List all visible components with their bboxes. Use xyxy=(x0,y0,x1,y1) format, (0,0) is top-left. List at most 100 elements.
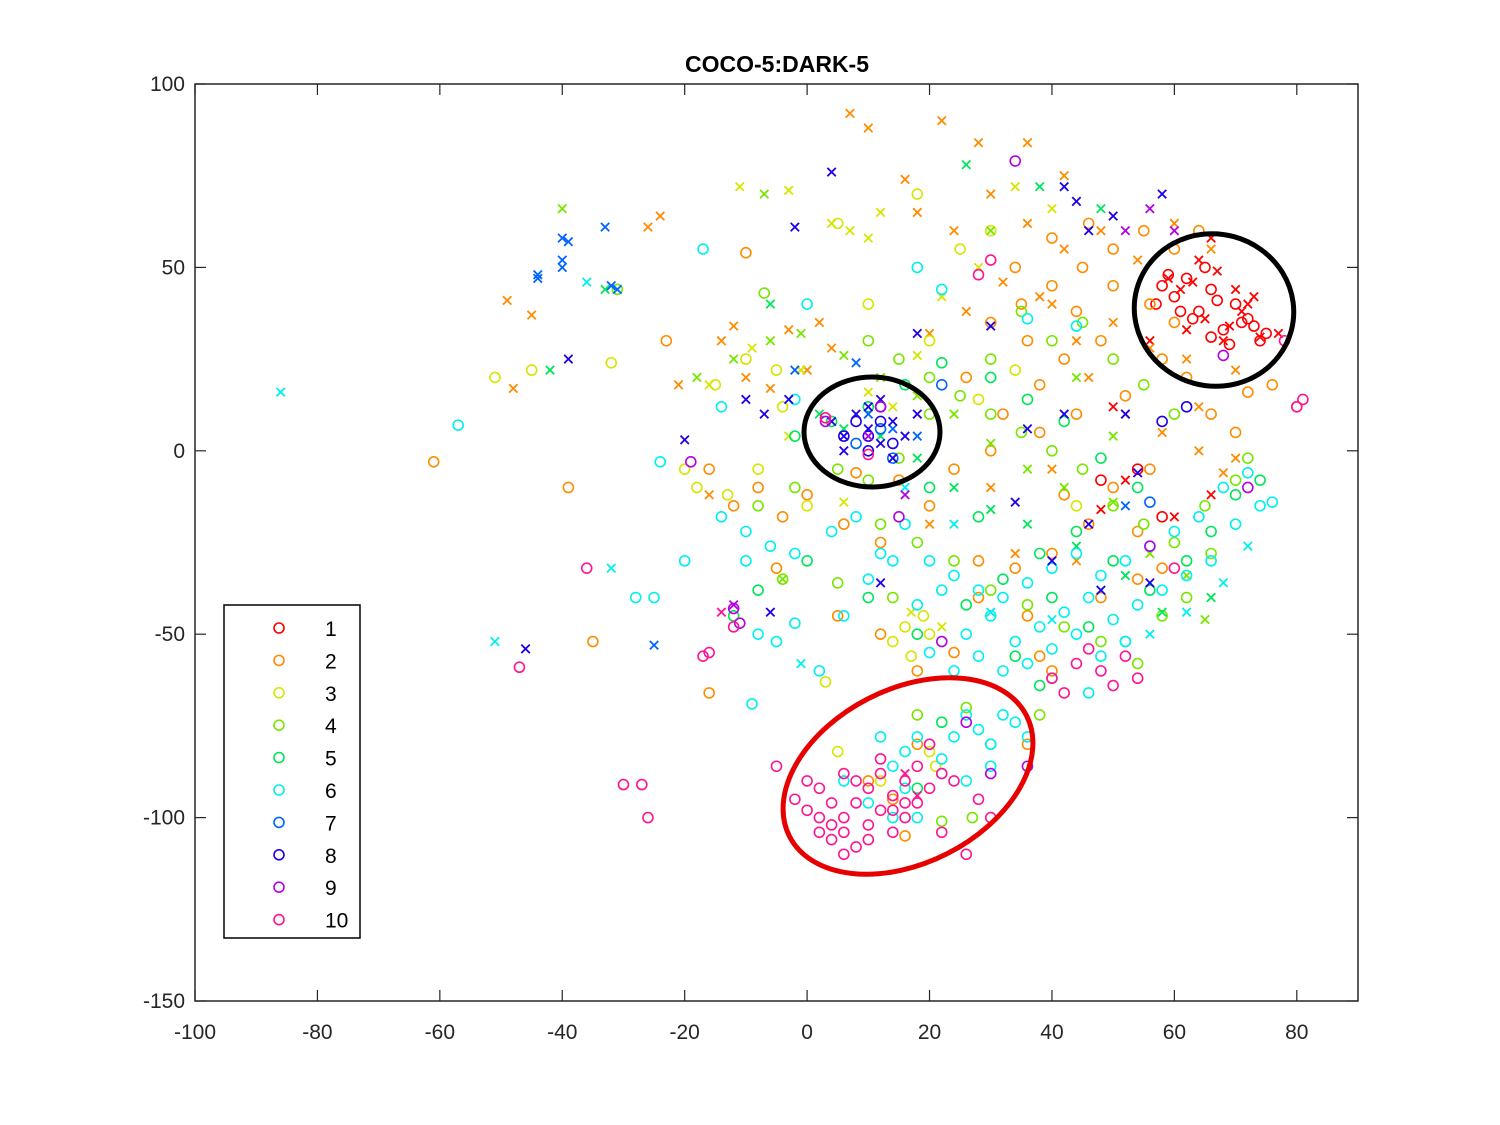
point-circle xyxy=(1144,496,1156,508)
point-circle xyxy=(740,246,752,259)
point-cross xyxy=(1175,284,1186,295)
point-circle xyxy=(935,356,948,369)
point-cross xyxy=(1132,467,1143,478)
point-circle xyxy=(715,511,728,523)
point-circle xyxy=(697,243,709,255)
point-cross xyxy=(1163,273,1174,284)
point-circle xyxy=(1144,584,1156,596)
point-circle xyxy=(764,540,777,552)
point-circle xyxy=(1217,349,1230,362)
point-circle xyxy=(935,378,948,391)
point-cross xyxy=(1218,467,1229,478)
point-circle xyxy=(923,738,936,751)
point-circle xyxy=(862,775,875,787)
legend-marker xyxy=(273,751,285,764)
point-cross xyxy=(1200,614,1210,625)
point-circle xyxy=(776,573,789,585)
point-circle xyxy=(740,353,752,365)
point-circle xyxy=(862,430,875,442)
point-cross xyxy=(1010,497,1021,507)
point-cross xyxy=(1206,592,1216,603)
point-circle xyxy=(727,621,740,633)
point-circle xyxy=(1119,389,1132,402)
point-circle xyxy=(1076,316,1089,329)
point-circle xyxy=(789,481,801,494)
point-cross xyxy=(1108,401,1118,412)
legend-marker xyxy=(273,913,285,926)
point-circle xyxy=(984,371,997,384)
point-cross xyxy=(783,324,794,335)
point-circle xyxy=(923,371,936,384)
point-cross xyxy=(490,636,500,647)
point-circle xyxy=(935,815,948,828)
legend-marker xyxy=(273,784,285,796)
point-cross xyxy=(777,574,788,585)
point-circle xyxy=(984,408,997,420)
point-cross xyxy=(557,255,568,265)
point-cross xyxy=(796,328,806,339)
point-circle xyxy=(1070,305,1083,318)
point-cross xyxy=(1108,317,1118,328)
point-circle xyxy=(1156,584,1168,596)
y-tick-label: -150 xyxy=(143,990,185,1013)
point-circle xyxy=(862,833,875,846)
point-cross xyxy=(838,497,849,507)
plot-frame xyxy=(194,83,1359,1002)
point-cross xyxy=(1047,203,1057,214)
point-cross xyxy=(563,354,574,364)
legend-marker xyxy=(273,848,285,861)
point-circle xyxy=(813,782,826,795)
point-circle xyxy=(850,511,862,523)
point-cross xyxy=(679,434,690,445)
point-circle xyxy=(997,709,1009,721)
point-cross xyxy=(949,409,959,419)
point-circle xyxy=(874,775,887,787)
point-circle xyxy=(825,415,838,428)
point-circle xyxy=(886,793,899,806)
point-cross xyxy=(532,273,543,284)
point-circle xyxy=(1131,481,1144,494)
point-circle xyxy=(1205,555,1217,567)
point-circle xyxy=(923,334,936,347)
point-cross xyxy=(581,277,592,287)
point-cross xyxy=(1010,548,1021,559)
point-circle xyxy=(886,789,899,802)
point-circle xyxy=(825,819,838,831)
annotations xyxy=(780,231,1297,877)
point-circle xyxy=(886,811,899,824)
point-circle xyxy=(1174,305,1187,318)
point-circle xyxy=(1156,610,1168,622)
point-circle xyxy=(1021,610,1034,622)
legend-marker xyxy=(273,654,285,667)
point-circle xyxy=(1058,687,1070,699)
point-cross xyxy=(716,607,727,618)
point-cross xyxy=(747,343,757,353)
point-circle xyxy=(862,400,875,413)
point-circle xyxy=(911,731,924,743)
point-circle xyxy=(886,452,899,464)
point-circle xyxy=(752,628,764,641)
point-circle xyxy=(972,584,985,596)
point-circle xyxy=(984,767,997,780)
point-circle xyxy=(948,646,960,659)
point-circle xyxy=(1131,573,1144,585)
point-cross xyxy=(912,453,923,463)
point-circle xyxy=(905,650,917,663)
point-cross xyxy=(1059,409,1070,419)
point-circle xyxy=(874,400,887,413)
plot-points xyxy=(275,108,1309,861)
point-circle xyxy=(1070,525,1083,538)
point-circle xyxy=(960,848,973,861)
legend-box xyxy=(223,604,361,939)
point-circle xyxy=(1021,657,1034,670)
point-circle xyxy=(1046,444,1058,457)
point-circle xyxy=(770,562,783,574)
point-circle xyxy=(1119,635,1132,648)
x-tick-label: 80 xyxy=(1285,1021,1308,1044)
point-circle xyxy=(1058,353,1070,365)
point-circle xyxy=(984,610,997,622)
point-cross xyxy=(912,328,923,339)
x-tick-label: 60 xyxy=(1163,1021,1186,1044)
point-circle xyxy=(740,555,752,567)
legend-marker xyxy=(273,881,285,894)
